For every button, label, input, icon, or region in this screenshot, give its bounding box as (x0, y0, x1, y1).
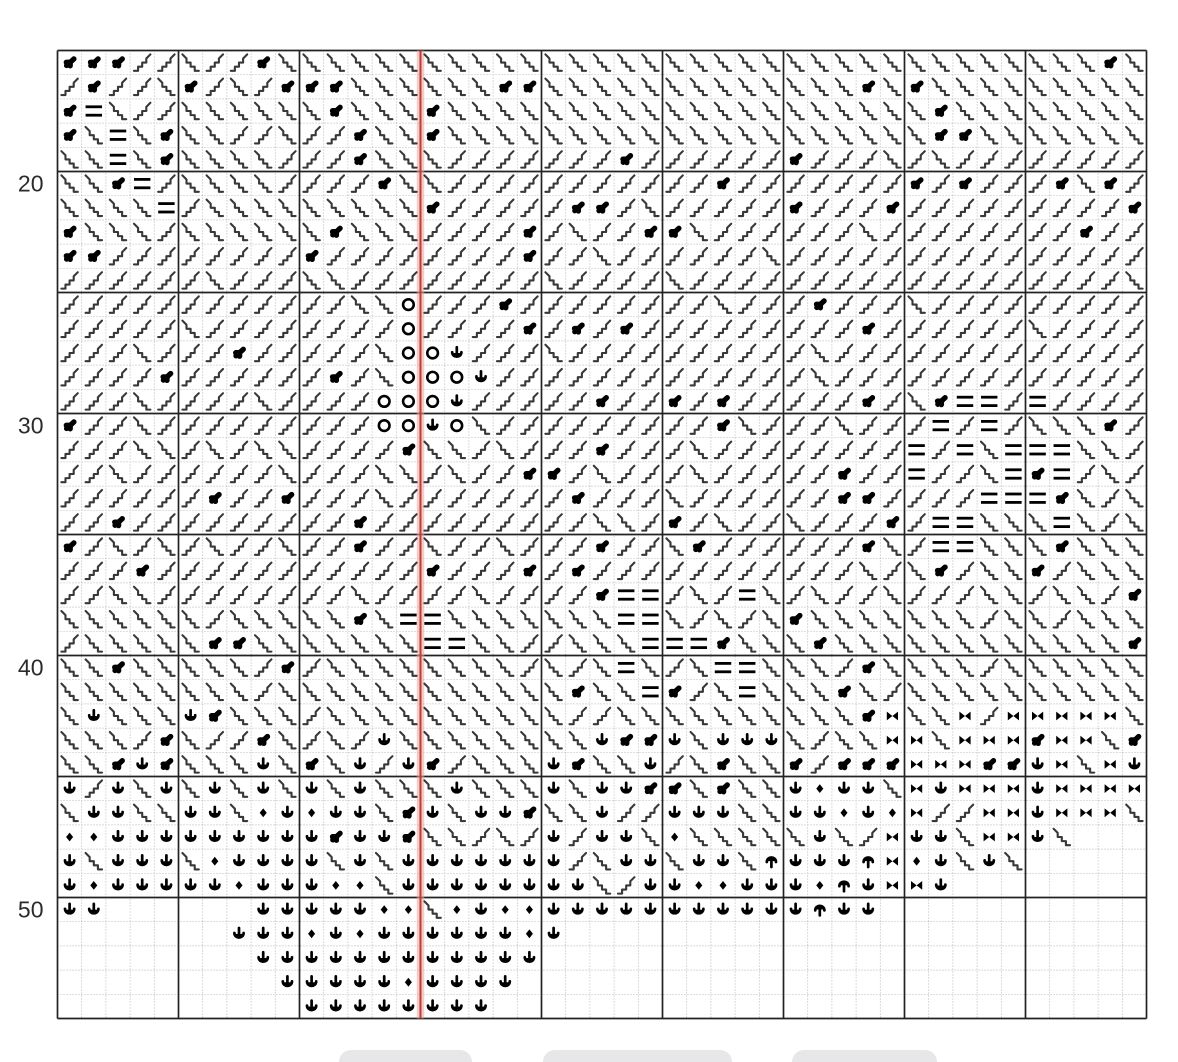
svg-text:20: 20 (18, 171, 44, 197)
svg-text:40: 40 (18, 655, 44, 681)
svg-text:30: 30 (18, 413, 44, 439)
svg-text:50: 50 (18, 897, 44, 923)
